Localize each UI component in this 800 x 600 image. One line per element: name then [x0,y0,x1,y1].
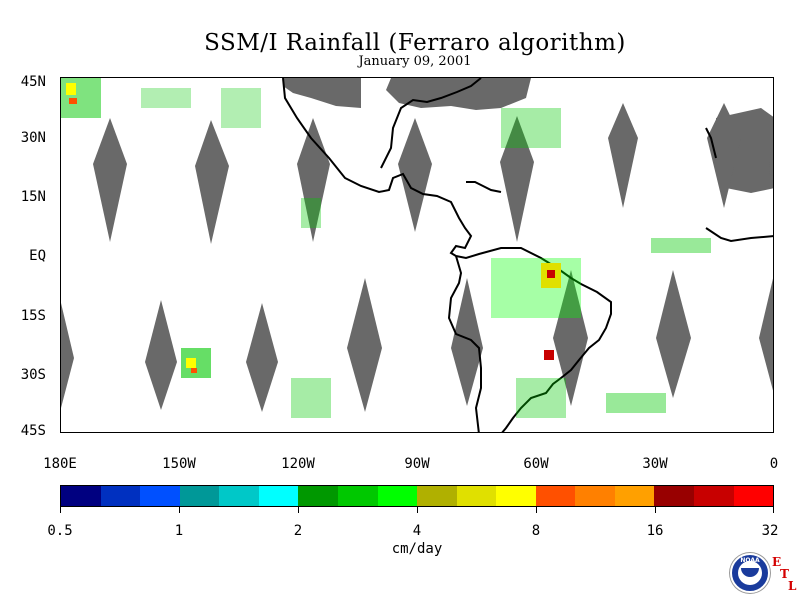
colorbar-swatch [496,486,536,506]
colorbar-swatch [377,486,418,506]
etl-letter-e: E [772,555,782,569]
lon-label-30w: 30W [642,456,668,472]
etl-letter-l: L [788,579,797,593]
colorbar-tick [773,507,774,513]
lon-label-90w: 90W [404,456,430,472]
colorbar-swatch [733,486,774,506]
colorbar-tick [179,507,180,513]
lat-label-45s: 45S [20,423,46,439]
lat-label-30s: 30S [20,367,46,383]
lat-label-15s: 15S [20,308,46,324]
rainfall-map [60,77,774,433]
colorbar-swatch [694,486,734,506]
colorbar-swatch [456,486,497,506]
colorbar-tick [536,507,537,513]
colorbar-swatch [140,486,180,506]
colorbar-swatch [337,486,378,506]
colorbar-swatch [100,486,141,506]
colorbar-swatch [614,486,655,506]
lat-label-30n: 30N [20,130,46,146]
colorbar-label-0-5: 0.5 [47,523,73,539]
lon-label-120w: 120W [281,456,315,472]
map-title: SSM/I Rainfall (Ferraro algorithm) [204,30,626,56]
lat-label-15n: 15N [20,189,46,205]
lon-label-0: 0 [769,456,779,472]
colorbar-swatch [258,486,299,506]
colorbar-label-4: 4 [412,523,422,539]
colorbar-swatch [575,486,615,506]
etl-logo: E T L [770,555,798,595]
colorbar-tick [417,507,418,513]
rainfall-patches [61,78,711,418]
colorbar-label-1: 1 [174,523,184,539]
lon-label-180e: 180E [43,456,77,472]
map-date: January 09, 2001 [358,54,472,69]
noaa-bird-icon [741,568,759,577]
lat-label-45n: 45N [20,74,46,90]
lon-label-60w: 60W [523,456,549,472]
lat-label-eq: EQ [29,248,46,264]
colorbar-label-8: 8 [531,523,541,539]
rainfall-colorbar [60,485,774,507]
colorbar-swatch [61,486,101,506]
colorbar-swatch [417,486,457,506]
noaa-logo: NOAA [730,553,770,593]
lon-label-150w: 150W [162,456,196,472]
colorbar-swatch [219,486,259,506]
swath-gaps-south [61,270,773,412]
colorbar-tick [655,507,656,513]
colorbar-swatch [298,486,338,506]
colorbar-swatch [654,486,694,506]
rainfall-map-svg [61,78,773,432]
colorbar-label-2: 2 [293,523,303,539]
swath-gaps-north [93,103,741,244]
colorbar-tick [298,507,299,513]
colorbar-swatch [179,486,220,506]
colorbar-swatch [535,486,576,506]
coastlines [282,78,773,432]
colorbar-label-32: 32 [761,523,779,539]
colorbar-tick [60,507,61,513]
colorbar-unit: cm/day [391,541,443,557]
colorbar-label-16: 16 [646,523,664,539]
etl-letter-t: T [780,567,789,581]
noaa-logo-text: NOAA [740,557,760,564]
